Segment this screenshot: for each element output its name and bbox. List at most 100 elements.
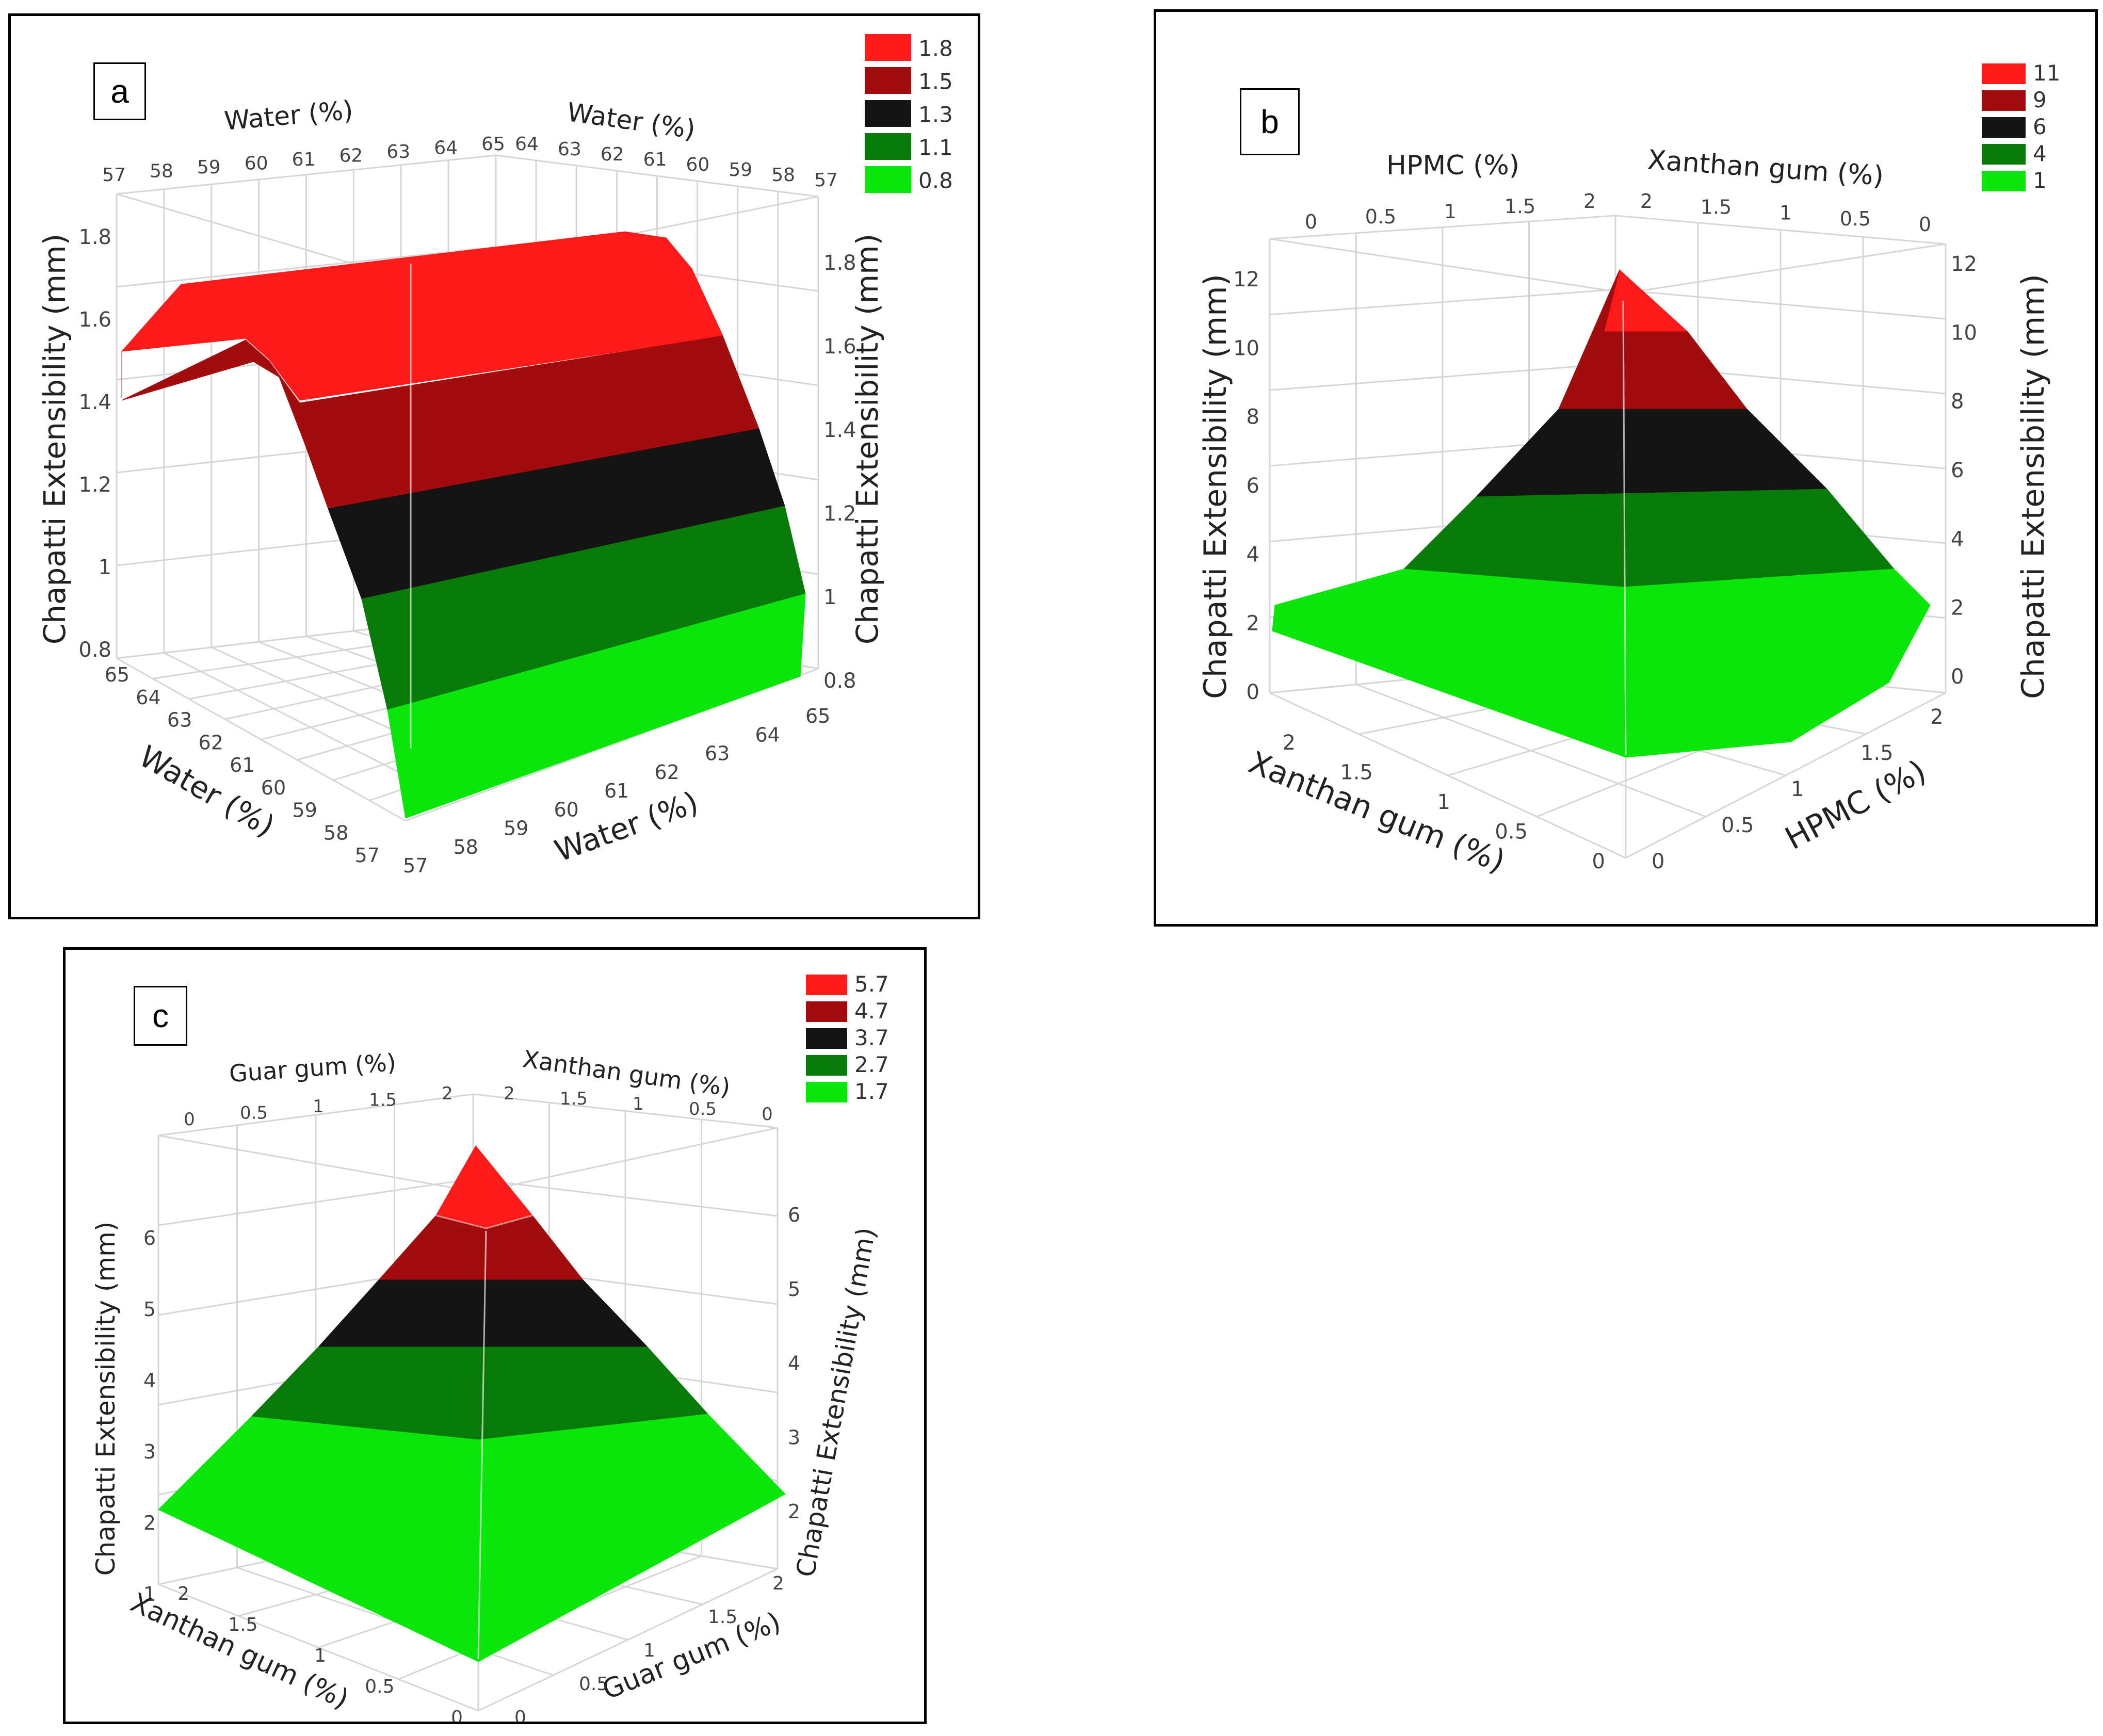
tick-label: 2	[1283, 731, 1296, 755]
tick-label: 1.6	[823, 335, 856, 359]
tick-label: 0.5	[689, 1099, 717, 1120]
legend-label: 1.3	[918, 102, 953, 127]
back-left-ticks: 0 0.5 1 1.5 2	[1305, 190, 1596, 233]
tick-label: 65	[805, 705, 830, 727]
tick-label: 0.5	[1495, 820, 1528, 844]
tick-label: 63	[386, 141, 410, 163]
legend-swatch	[1982, 63, 2026, 84]
legend-swatch	[1982, 117, 2026, 138]
legend-label: 4	[2033, 141, 2047, 166]
tick-label: 60	[686, 154, 710, 175]
legend-label: 2.7	[854, 1052, 889, 1077]
tick-label: 64	[515, 134, 539, 155]
tick-label: 12	[1233, 268, 1259, 291]
grid-line	[1269, 238, 1946, 294]
tick-label: 64	[755, 723, 780, 746]
tick-label: 6	[788, 1204, 800, 1226]
tick-label: 1	[1444, 200, 1457, 223]
tick-label: 4	[1247, 543, 1259, 566]
back-right-ticks: 2 1.5 1 0.5 0	[504, 1083, 773, 1125]
surface-bands	[158, 1145, 786, 1662]
tick-label: 2	[177, 1583, 189, 1604]
tick-label: 61	[292, 149, 316, 170]
z-axis-title-left: Chapatti Extensibility (mm)	[37, 234, 72, 645]
surface-bands	[121, 231, 806, 819]
chart-panel-b: b 2 1.5 1 0.5 0 0 0.5 1 1.5 2 0 0.5 1 1.5 2 2 1.5 1 0.5 0 0 2…	[1154, 9, 2098, 927]
back-left-ticks: 57 58 59 60 61 62 63 64 65	[102, 134, 505, 186]
surface-band-5	[158, 1414, 786, 1662]
tick-label: 62	[601, 144, 624, 165]
tick-label: 0.5	[365, 1676, 394, 1697]
tick-label: 0	[1652, 850, 1664, 873]
tick-label: 0.5	[1365, 205, 1396, 228]
tick-label: 8	[1951, 390, 1964, 414]
legend-swatch	[1982, 90, 2026, 111]
tick-label: 1.5	[369, 1090, 397, 1111]
legend-label: 0.8	[918, 168, 953, 193]
tick-label: 63	[558, 139, 581, 160]
tick-label: 1.8	[78, 225, 111, 249]
legend-label: 1.8	[918, 36, 953, 61]
tick-label: 3	[788, 1426, 800, 1449]
surface-band-1	[121, 231, 723, 401]
x-axis-title-front: Xanthan gum (%)	[1243, 744, 1510, 880]
chart-panel-c: c 2 1.5 1 0.5 0 0 0.5 1 1.5 2 0 0.5 1 1.5 2 2 1.5 1 0.5 0 1 2…	[63, 947, 927, 1724]
tick-label: 8	[1247, 405, 1259, 429]
z-ticks-right: 2 3 4 5 6	[788, 1204, 800, 1523]
tick-label: 59	[292, 799, 317, 822]
surface-band-3	[317, 1279, 649, 1348]
tick-label: 62	[339, 145, 363, 167]
tick-label: 1	[823, 586, 836, 609]
legend-swatch	[806, 1082, 847, 1102]
tick-label: 1.4	[823, 418, 856, 442]
grid-line	[116, 154, 819, 198]
x-axis-title-front: Water (%)	[133, 739, 280, 844]
tick-label: 1	[1437, 790, 1450, 814]
tick-label: 0.8	[823, 669, 856, 693]
tick-label: 2	[1951, 596, 1964, 620]
tick-label: 10	[1951, 321, 1977, 345]
surface-highlight	[1622, 300, 1627, 755]
legend-label: 5.7	[854, 971, 889, 997]
tick-label: 1.6	[78, 308, 111, 332]
tick-label: 1.2	[823, 502, 856, 526]
tick-label: 60	[245, 153, 268, 174]
tick-label: 61	[643, 149, 667, 170]
tick-label: 1	[313, 1096, 324, 1117]
tick-label: 63	[167, 709, 192, 732]
z-axis-title-right: Chapatti Extensibility (mm)	[850, 234, 885, 645]
front-right-ticks: 0 0.5 1 1.5 2	[514, 1573, 784, 1722]
y-axis-title-front: HPMC (%)	[1780, 753, 1932, 857]
x-axis-title-back: Xanthan gum (%)	[521, 1045, 732, 1101]
tick-label: 0	[1305, 210, 1317, 233]
x-axis-title-back: Water (%)	[223, 95, 354, 136]
x-axis-title-back: Xanthan gum (%)	[1647, 144, 1885, 192]
grid-line	[1625, 692, 1946, 859]
tick-label: 57	[814, 170, 838, 191]
tick-label: 1.8	[823, 251, 856, 275]
tick-label: 65	[481, 134, 505, 155]
legend-label: 1	[2033, 168, 2047, 193]
tick-label: 58	[323, 821, 348, 844]
tick-label: 62	[199, 731, 223, 754]
tick-label: 0.5	[1721, 814, 1754, 837]
tick-label: 61	[604, 780, 629, 802]
tick-label: 0	[451, 1707, 463, 1722]
surface-band-5	[387, 593, 806, 819]
tick-label: 1	[1780, 202, 1792, 224]
grid-line	[158, 1093, 778, 1137]
legend-swatch	[1982, 171, 2026, 191]
front-right-ticks: 0 0.5 1 1.5 2	[1652, 705, 1943, 873]
panel-label-a: a	[93, 62, 146, 120]
tick-label: 63	[705, 742, 730, 765]
tick-label: 1.4	[78, 391, 111, 414]
tick-label: 65	[105, 663, 130, 686]
legend-label: 1.5	[918, 69, 953, 94]
surface-highlight	[477, 1230, 487, 1660]
z-ticks-left: 0 2 4 6 8 10 12	[1233, 268, 1259, 704]
legend-label: 6	[2033, 114, 2047, 139]
tick-label: 0	[1951, 665, 1964, 689]
tick-label: 57	[355, 844, 380, 867]
tick-label: 2	[143, 1512, 156, 1534]
